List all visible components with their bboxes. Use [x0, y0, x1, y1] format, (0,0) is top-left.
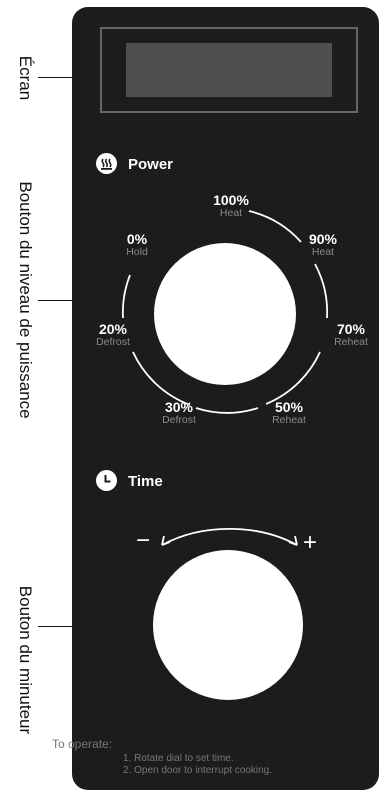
time-arc [161, 527, 298, 546]
power-level-mode: Heat [311, 246, 335, 258]
time-arrow-right [288, 535, 298, 546]
power-level-pct: 0% [126, 231, 148, 247]
instructions-title: To operate: [52, 737, 113, 751]
power-level-mode: Heat [219, 207, 243, 219]
power-level-mode: Defrost [162, 414, 196, 426]
power-level-mode: Defrost [96, 336, 130, 348]
timer-knob[interactable] [153, 550, 303, 700]
power-level-70: 70% Reheat [322, 322, 380, 348]
display-screen [100, 27, 358, 113]
screen-leader-line [38, 77, 100, 78]
power-level-pct: 50% [274, 399, 304, 415]
power-level-100: 100% Heat [203, 193, 259, 219]
power-arc-30-20 [132, 351, 191, 406]
clock-icon [96, 470, 117, 491]
power-title: Power [128, 156, 174, 173]
power-level-knob[interactable] [154, 243, 296, 385]
power-arc-90-70 [314, 263, 329, 319]
power-level-pct: 20% [98, 321, 128, 337]
power-level-0: 0% Hold [112, 232, 162, 258]
power-level-pct: 30% [164, 399, 194, 415]
time-title: Time [128, 473, 163, 490]
time-plus-sign: + [303, 529, 318, 556]
instruction-line: 1. Rotate dial to set time. [123, 753, 234, 764]
power-level-20: 20% Defrost [84, 322, 142, 348]
display-screen-glass [126, 43, 332, 97]
power-level-pct: 70% [336, 321, 366, 337]
power-level-30: 30% Defrost [150, 400, 208, 426]
heat-waves-icon [96, 153, 117, 174]
instruction-line: 2. Open door to interrupt cooking. [123, 765, 272, 776]
power-level-90: 90% Heat [295, 232, 351, 258]
power-level-pct: 100% [213, 192, 249, 208]
power-level-pct: 90% [308, 231, 338, 247]
time-arrow-left [161, 535, 171, 546]
power-level-mode: Reheat [334, 336, 368, 348]
time-minus-sign: − [136, 527, 151, 554]
power-level-mode: Reheat [272, 414, 306, 426]
control-panel [72, 7, 379, 790]
power-level-mode: Hold [126, 246, 148, 258]
power-arc-50-30 [195, 407, 259, 414]
power-arc-70-50 [265, 351, 321, 405]
power-arc-100-90 [248, 210, 302, 243]
power-arc-20-0 [121, 274, 131, 319]
power-level-50: 50% Reheat [260, 400, 318, 426]
